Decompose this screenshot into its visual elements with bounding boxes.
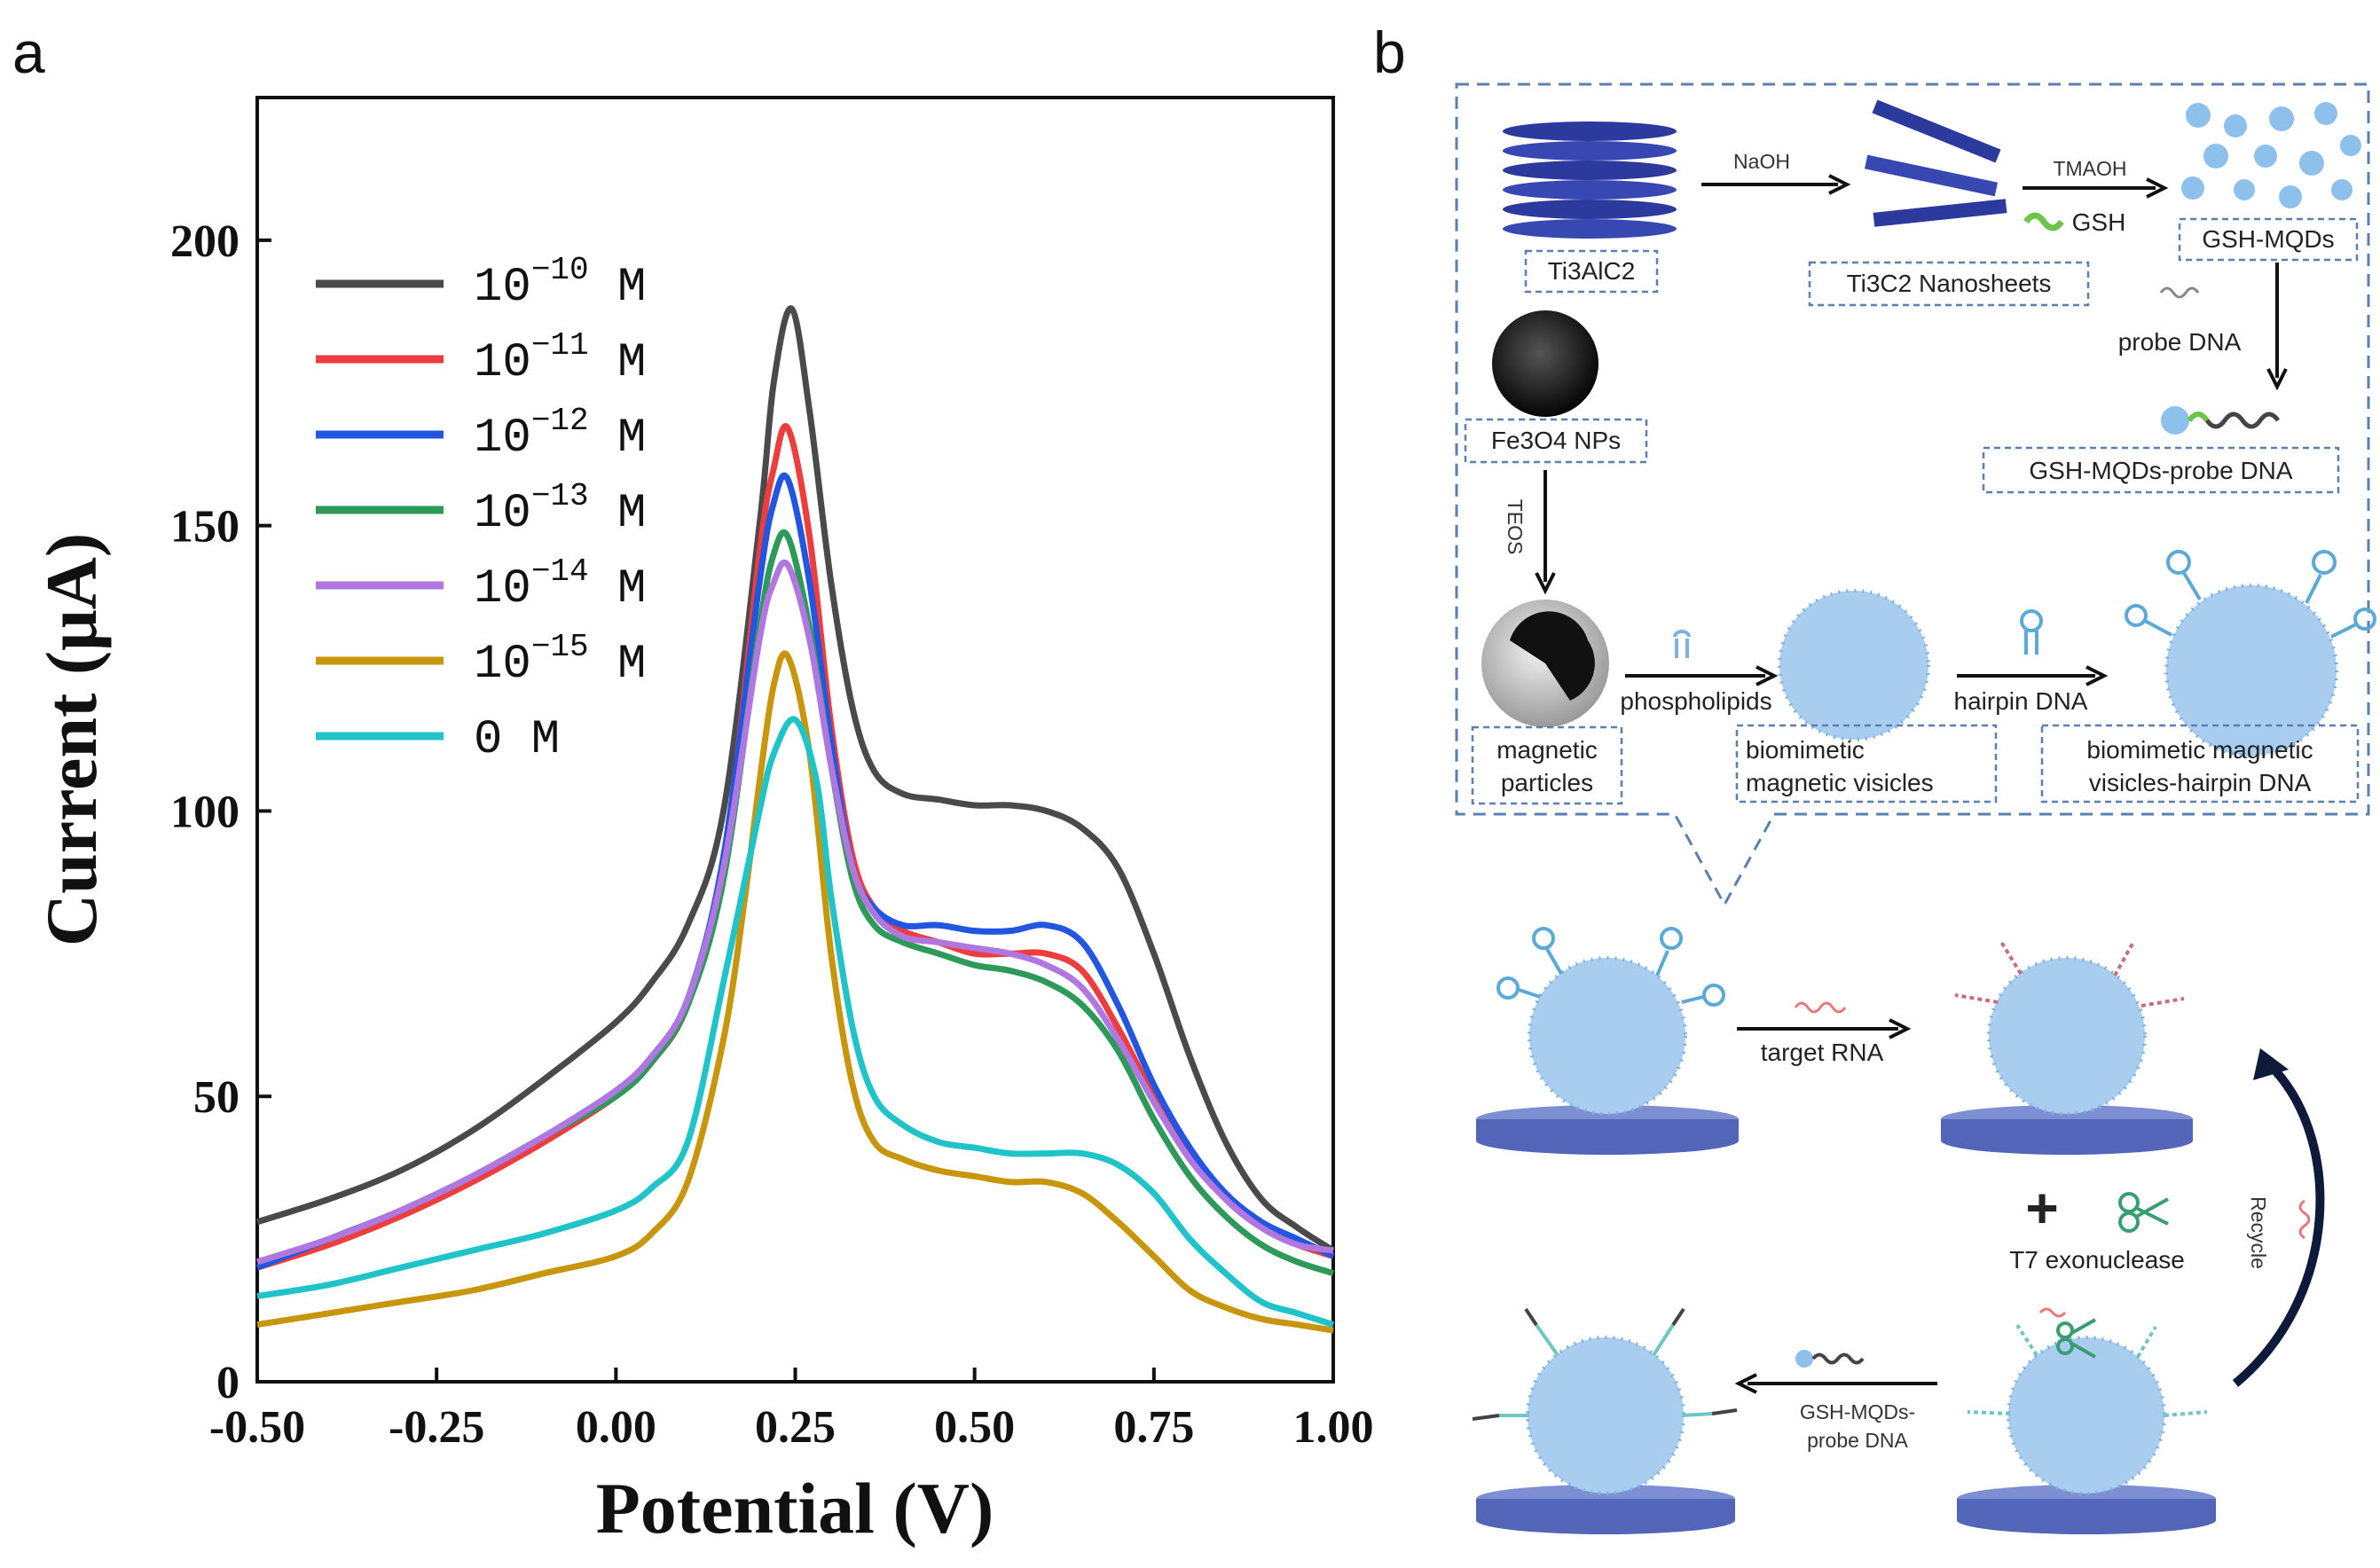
probe-dna-label: probe DNA	[2118, 328, 2242, 356]
x-axis-ticks: -0.50 -0.25 0.00 0.25 0.50 0.75 1.00	[209, 1368, 1374, 1453]
chart-legend: 10−10 M 10−11 M 10−12 M 10−13 M 10−14 M 10−15…	[316, 252, 646, 767]
detection-cycle: target RNA Recycle + T7 exonuclease	[1472, 927, 2325, 1534]
x-axis-title: Potential (V)	[596, 1468, 994, 1548]
gsh-mqds-probe-box	[1982, 446, 2340, 494]
data-series	[255, 305, 1335, 1334]
fe3o4-label: Fe3O4 NPs	[1491, 427, 1621, 454]
biomimetic-vesicle-icon	[1778, 589, 1930, 741]
x-tick-label: 0.50	[934, 1402, 1015, 1453]
gsh-mqds-dots-icon	[2181, 102, 2361, 208]
ti3c2-nanosheets-icon	[1864, 99, 2007, 227]
hairpin-dna-label: hairpin DNA	[1954, 687, 2088, 715]
legend-entry: 10−13 M	[474, 478, 646, 541]
bio-hairpin-line1: biomimetic magnetic	[2086, 736, 2313, 764]
series-line	[255, 305, 1335, 1253]
ti3alc2-label: Ti3AlC2	[1548, 257, 1636, 285]
teos-label: TEOS	[1504, 499, 1527, 555]
bio-vesicles-line1: biomimetic	[1746, 736, 1865, 764]
scissors-icon	[2118, 1192, 2169, 1233]
x-tick-label: 0.75	[1113, 1402, 1194, 1453]
magnetic-particle-icon	[1481, 600, 1609, 727]
x-tick-label: -0.25	[389, 1402, 484, 1453]
target-rna-label: target RNA	[1761, 1039, 1884, 1066]
target-rna-icon	[1794, 1001, 1847, 1014]
electrode-hairpin-step	[1476, 927, 1739, 1155]
legend-entry: 10−14 M	[474, 553, 646, 616]
electrode-hybridized-step	[1941, 940, 2193, 1155]
series-line	[256, 650, 1334, 1334]
electrode-digested-step	[1957, 1307, 2216, 1534]
magnetic-particles-line1: magnetic	[1496, 736, 1598, 764]
electrode-final-step	[1472, 1307, 1738, 1534]
x-tick-label: 0.25	[755, 1402, 836, 1453]
magnetic-particles-box	[1471, 725, 1623, 805]
recycle-label: Recycle	[2247, 1196, 2270, 1269]
x-tick-label: 0.00	[576, 1402, 656, 1453]
nanosheets-label: Ti3C2 Nanosheets	[1847, 270, 2052, 297]
tmaoh-label: TMAOH	[2053, 157, 2126, 180]
y-axis-ticks: 0 50 100 150 200	[170, 216, 271, 1408]
y-tick-label: 0	[216, 1358, 240, 1408]
scheme-frame	[1455, 82, 2370, 908]
naoh-arrowhead	[1828, 174, 1851, 195]
recycle-arrow	[2232, 1061, 2325, 1387]
legend-entry: 0 M	[474, 713, 560, 767]
y-tick-label: 50	[193, 1072, 240, 1123]
nanosheets-box	[1808, 261, 2090, 307]
plus-sign: +	[2025, 1176, 2058, 1240]
probe-dna-icon	[2159, 286, 2200, 299]
y-axis-title: Current (μA)	[31, 533, 112, 946]
target-rna-arrowhead	[1889, 1018, 1912, 1039]
gsh-mqds-probe-conjugate-icon	[2161, 406, 2281, 435]
gsh-icon	[2023, 212, 2064, 231]
tmaoh-arrowhead	[2146, 177, 2169, 199]
fe3o4-box	[1464, 418, 1648, 464]
phospholipids-label: phospholipids	[1620, 687, 1771, 715]
phospholipids-arrowhead	[1756, 665, 1779, 686]
t7-exonuclease-label: T7 exonuclease	[2009, 1246, 2185, 1274]
series-line	[255, 559, 1334, 1266]
x-tick-label: 1.00	[1293, 1402, 1374, 1453]
gsh-mqds-box	[2178, 217, 2359, 262]
gsh-label: GSH	[2072, 208, 2126, 236]
probe-bottom-line2: probe DNA	[1807, 1429, 1908, 1452]
fe3o4-nanoparticle-icon	[1492, 310, 1598, 417]
hairpin-arrowhead	[2085, 665, 2109, 686]
gsh-mqds-label: GSH-MQDs	[2202, 225, 2334, 253]
probe-arrowhead	[2266, 368, 2288, 391]
teos-arrowhead	[1535, 572, 1556, 595]
phospholipid-icon	[1673, 630, 1691, 658]
panel-a-label: a	[12, 20, 45, 85]
panel-b-label: b	[1373, 20, 1406, 85]
series-line	[256, 716, 1335, 1328]
bio-vesicles-box	[1735, 724, 1998, 804]
legend-entry: 10−10 M	[474, 252, 646, 315]
x-tick-label: -0.50	[209, 1402, 305, 1453]
bio-hairpin-box	[2040, 724, 2360, 804]
legend-entry: 10−15 M	[474, 629, 646, 692]
probe-bottom-line1: GSH-MQDs-	[1800, 1400, 1915, 1423]
naoh-label: NaOH	[1733, 150, 1790, 173]
y-tick-label: 150	[170, 502, 240, 553]
hairpin-dna-icon	[2020, 609, 2043, 655]
ti3alc2-box	[1524, 249, 1659, 294]
y-tick-label: 200	[170, 216, 240, 267]
recycle-arrowhead	[2253, 1048, 2289, 1080]
gsh-mqds-probe-label: GSH-MQDs-probe DNA	[2029, 457, 2292, 484]
legend-entry: 10−11 M	[474, 327, 646, 390]
ti3alc2-layers-icon	[1503, 122, 1677, 239]
probe-capture-arrowhead	[1734, 1373, 1757, 1394]
probe-conjugate-small-icon	[1795, 1350, 1865, 1368]
y-tick-label: 100	[170, 787, 240, 837]
recycled-rna-icon	[2298, 1199, 2311, 1240]
vesicle-hairpin-icon	[2125, 550, 2376, 757]
magnetic-particles-line2: particles	[1501, 769, 1593, 796]
bio-hairpin-line2: visicles-hairpin DNA	[2089, 769, 2312, 796]
synthesis-scheme: Ti3AlC2 NaOH Ti3C2 Nanosheets TMAOH GSH …	[1455, 82, 2376, 908]
voltammogram-chart: -0.50 -0.25 0.00 0.25 0.50 0.75 1.00 0 50 100 150…	[31, 96, 1374, 1548]
legend-entry: 10−12 M	[474, 403, 646, 466]
bio-vesicles-line2: magnetic visicles	[1746, 769, 1934, 796]
